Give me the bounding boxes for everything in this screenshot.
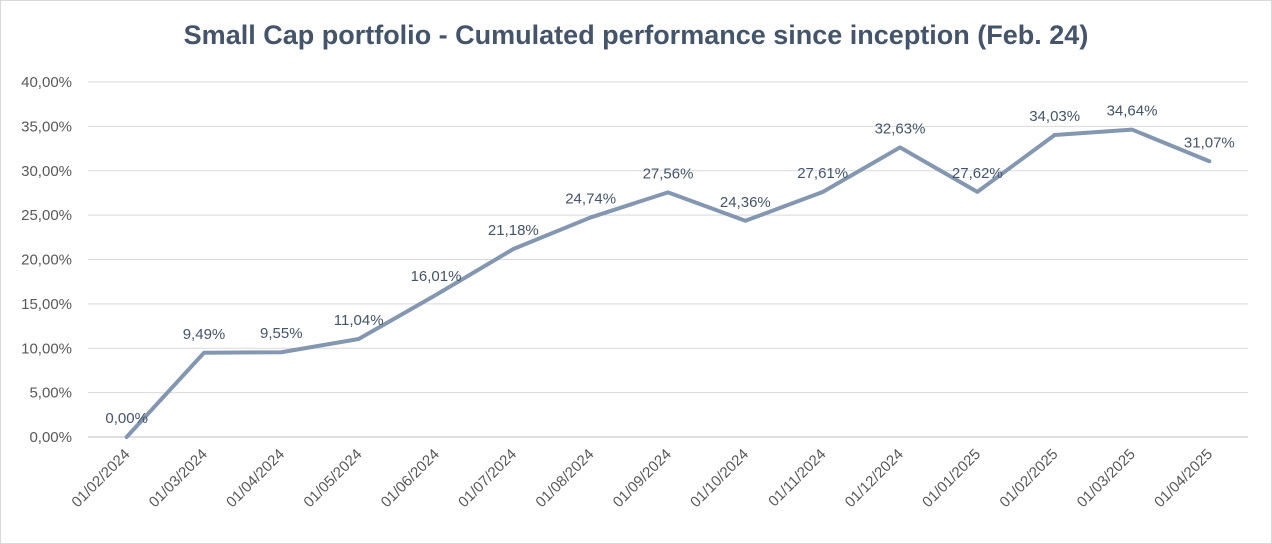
x-tick-label: 01/06/2024 <box>378 446 443 511</box>
x-tick-label: 01/08/2024 <box>532 446 597 511</box>
y-tick-label: 5,00% <box>29 385 72 402</box>
data-label: 27,62% <box>952 165 1003 182</box>
x-tick-label: 01/07/2024 <box>455 446 520 511</box>
data-label: 11,04% <box>334 312 384 329</box>
x-tick-label: 01/03/2024 <box>146 446 211 511</box>
x-tick-label: 01/04/2024 <box>223 446 288 511</box>
x-tick-label: 01/03/2025 <box>1074 446 1139 511</box>
x-tick-label: 01/02/2024 <box>68 446 133 511</box>
data-label: 34,03% <box>1029 108 1080 125</box>
y-tick-label: 0,00% <box>29 429 72 446</box>
data-label: 0,00% <box>105 410 148 427</box>
y-tick-label: 40,00% <box>21 74 72 91</box>
data-label: 34,64% <box>1107 103 1158 120</box>
data-label: 21,18% <box>488 222 539 239</box>
x-tick-label: 01/11/2024 <box>765 446 829 510</box>
y-tick-label: 10,00% <box>21 340 72 357</box>
y-tick-label: 20,00% <box>21 252 72 269</box>
data-label: 32,63% <box>875 120 926 137</box>
data-label: 27,56% <box>643 165 694 182</box>
y-tick-label: 30,00% <box>21 163 72 180</box>
y-tick-label: 25,00% <box>21 207 72 224</box>
data-label: 27,61% <box>797 165 848 182</box>
x-tick-label: 01/04/2025 <box>1151 446 1216 511</box>
data-label: 9,49% <box>183 326 226 343</box>
x-tick-label: 01/02/2025 <box>996 446 1061 511</box>
data-label: 31,07% <box>1184 134 1235 151</box>
x-tick-label: 01/09/2024 <box>610 446 675 511</box>
chart-title: Small Cap portfolio - Cumulated performa… <box>183 20 1089 50</box>
data-label: 24,36% <box>720 194 771 211</box>
data-label: 9,55% <box>260 325 303 342</box>
y-tick-label: 35,00% <box>21 118 72 135</box>
data-label: 16,01% <box>411 268 462 285</box>
x-tick-label: 01/01/2025 <box>919 446 984 511</box>
x-tick-label: 01/10/2024 <box>687 446 752 511</box>
x-tick-label: 01/12/2024 <box>842 446 907 511</box>
x-tick-label: 01/05/2024 <box>300 446 365 511</box>
y-tick-label: 15,00% <box>21 296 72 313</box>
data-label: 24,74% <box>565 190 616 207</box>
